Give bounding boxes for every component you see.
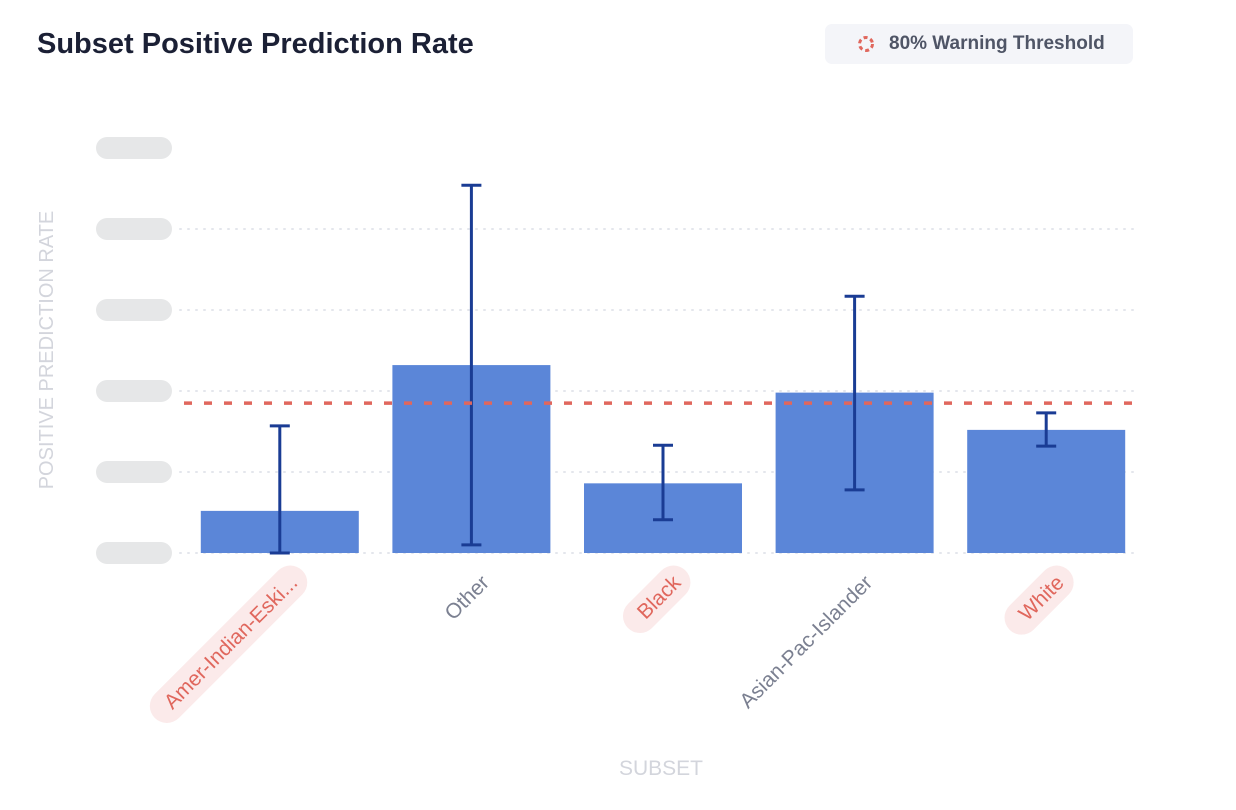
chart-title: Subset Positive Prediction Rate	[37, 28, 474, 60]
x-tick-label: Other	[440, 571, 493, 624]
y-tick-label-redacted	[96, 461, 172, 483]
y-tick-label-redacted	[96, 542, 172, 564]
y-tick-label-redacted	[96, 380, 172, 402]
x-tick-label-group: Asian-Pac-Islander	[735, 571, 877, 713]
x-tick-label-group: Amer-Indian-Eski...	[149, 565, 308, 723]
legend-threshold: 80% Warning Threshold	[825, 24, 1133, 64]
y-tick-label-redacted	[96, 137, 172, 159]
y-tick-label-redacted	[96, 299, 172, 321]
x-axis-label: SUBSET	[619, 757, 703, 780]
y-tick-label-redacted	[96, 218, 172, 240]
x-tick-label-group: Other	[440, 571, 493, 624]
x-tick-label-highlight	[1004, 565, 1074, 635]
bar	[967, 429, 1126, 553]
legend-label: 80% Warning Threshold	[889, 33, 1105, 54]
dashed-circle-icon	[858, 36, 874, 52]
x-tick-label-group: White	[1004, 565, 1074, 635]
x-tick-label-group: Black	[622, 565, 691, 634]
x-tick-label: Asian-Pac-Islander	[735, 571, 877, 713]
x-tick-label-highlight	[622, 565, 691, 634]
x-tick-label: Amer-Indian-Eski...	[160, 571, 303, 714]
x-tick-label-highlight	[149, 565, 308, 723]
y-axis-label: POSITIVE PREDICTION RATE	[36, 211, 58, 490]
